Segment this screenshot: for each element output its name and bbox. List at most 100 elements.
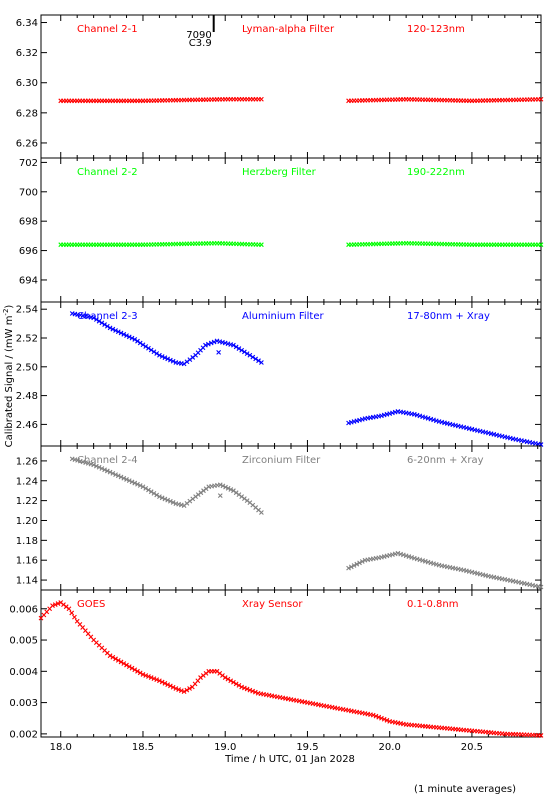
data-point [126,334,132,340]
data-point [384,717,390,723]
data-point [50,603,55,609]
data-point [167,357,173,363]
data-point [154,492,160,498]
data-point [357,560,362,566]
panel-channel-label: GOES [77,599,105,610]
panel-3: 2.46 2.48 2.50 2.52 2.54 Channel 2-3 Aluminium… [16,301,544,447]
panel-band-label: 6-20nm + Xray [407,455,484,466]
data-point [225,485,231,491]
data-point [135,481,140,487]
data-point [143,673,149,678]
x-axis-label: Time / h UTC, 01 Jan 2028 [224,754,355,765]
data-point [154,351,160,356]
data-point [165,356,171,362]
data-point [121,475,127,481]
data-point [93,463,99,469]
data-point [538,584,544,590]
y-tick-label: 1.24 [16,476,38,487]
data-point [129,479,135,485]
data-point [107,653,113,659]
data-point [223,484,228,490]
data-point [165,497,171,503]
panel-4: 1.14 1.16 1.18 1.20 1.22 1.24 1.26 Channel 2-4 Z… [16,445,544,591]
y-tick-label: 0.005 [9,636,38,647]
data-point [91,315,97,321]
data-point [124,477,129,482]
data-point [236,346,242,351]
y-tick-label: 2.46 [16,420,38,431]
data-point [140,484,146,490]
x-tick-label: 18.5 [132,742,154,753]
data-point [151,676,157,682]
data-point [162,680,168,686]
data-point [115,329,121,335]
y-axis-label-main: Calibrated Signal / (mW m [4,316,15,448]
data-point [118,474,124,480]
data-point [211,339,217,345]
data-point [137,340,143,346]
data-point [121,331,127,337]
series-4 [69,456,544,590]
data-point [184,687,190,693]
data-point [538,242,544,248]
data-point [99,466,105,471]
panel-filter-label: Zirconium Filter [242,455,321,466]
data-point [110,470,116,476]
y-tick-label: 694 [19,275,38,286]
data-point [157,678,162,684]
data-point [146,487,151,493]
y-tick-label: 0.002 [9,729,38,740]
y-tick-label: 1.26 [16,456,38,467]
data-point [220,483,226,489]
data-point [135,338,140,344]
y-tick-label: 6.26 [16,138,38,149]
data-point [146,674,151,679]
panel-band-label: 190-222nm [407,167,465,178]
data-point [181,689,187,695]
data-point [242,349,247,355]
panel-channel-label: Channel 2-4 [77,455,138,466]
data-point [351,563,357,568]
data-point [216,350,222,355]
panel-frame [40,157,542,303]
panel-2: 694 696 698 700 702 Channel 2-2 Herzberg Filte… [19,157,544,303]
y-tick-label: 2.50 [16,362,38,373]
data-point [110,326,116,332]
data-point [154,677,160,683]
data-point [140,342,146,348]
panel-frame [40,301,542,447]
data-point [118,330,124,336]
data-point [124,662,129,668]
data-point [381,716,387,722]
data-point [250,688,256,694]
data-point [99,320,105,326]
data-point [162,355,168,361]
series-2 [58,240,544,248]
panel-band-label: 0.1-0.8nm [407,599,459,610]
data-point [148,675,154,680]
data-point [217,493,223,499]
panel-filter-label: Herzberg Filter [242,167,317,178]
data-point [107,469,113,475]
data-point [228,678,234,684]
data-point [143,344,149,349]
data-point [247,352,253,358]
data-point [140,672,146,677]
data-point [113,472,118,477]
data-point [538,733,544,738]
data-point [233,681,239,687]
data-point [113,656,118,662]
y-axis-label-end: ) [4,305,15,309]
data-point [132,337,138,342]
data-point [165,682,171,688]
data-point [146,345,151,351]
footnote: (1 minute averages) [414,784,516,795]
data-point [159,495,165,501]
data-point [346,565,351,571]
y-tick-label: 6.32 [16,48,38,59]
y-tick-label: 6.30 [16,78,38,89]
data-point [236,683,242,688]
y-axis-label-superscript: -2 [2,309,10,316]
data-point [137,483,143,488]
data-point [96,318,102,324]
